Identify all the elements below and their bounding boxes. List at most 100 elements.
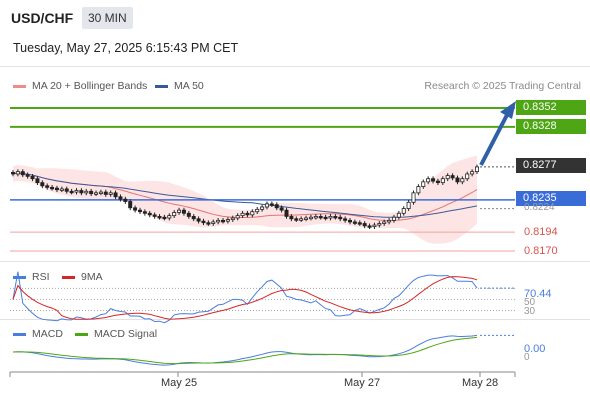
rsi-tick-50: 50 bbox=[524, 297, 536, 308]
candle-body bbox=[79, 190, 84, 194]
candle-body bbox=[206, 222, 211, 225]
candle-body bbox=[94, 192, 99, 195]
candle-body bbox=[152, 214, 157, 217]
candle-body bbox=[396, 212, 401, 218]
candle-body bbox=[74, 190, 79, 193]
candle-body bbox=[40, 182, 45, 187]
candle-body bbox=[142, 211, 147, 214]
legend-ma50: MA 50 bbox=[155, 80, 204, 92]
candle-body bbox=[367, 225, 372, 228]
rsi-swatch bbox=[13, 275, 26, 279]
candle-body bbox=[54, 187, 59, 191]
forecast-arrowhead bbox=[500, 101, 516, 119]
candle-body bbox=[30, 175, 35, 180]
candle-body bbox=[401, 208, 406, 214]
candle-body bbox=[308, 216, 313, 220]
ma-value-label: 0.8224 bbox=[524, 202, 555, 213]
candle-body bbox=[455, 177, 460, 183]
candle-body bbox=[260, 206, 265, 210]
candle-body bbox=[221, 219, 226, 223]
candle-body bbox=[313, 216, 318, 219]
candle-body bbox=[474, 166, 479, 173]
candle-body bbox=[137, 209, 142, 213]
candle-body bbox=[98, 191, 103, 194]
candle-body bbox=[391, 216, 396, 221]
x-tick-may25: May 25 bbox=[161, 377, 198, 389]
candle-body bbox=[103, 191, 108, 195]
candle-body bbox=[264, 203, 269, 208]
candle-body bbox=[445, 175, 450, 180]
candle-body bbox=[118, 196, 123, 200]
candle-body bbox=[84, 190, 89, 194]
candle-body bbox=[250, 211, 255, 216]
legend-ma20-label: MA 20 + Bollinger Bands bbox=[32, 80, 148, 92]
candle-body bbox=[10, 172, 15, 175]
candle-body bbox=[362, 223, 367, 227]
candle-body bbox=[15, 171, 20, 175]
candle-body bbox=[284, 209, 289, 217]
candle-body bbox=[377, 223, 382, 226]
candle-body bbox=[191, 216, 196, 220]
candle-body bbox=[113, 192, 118, 198]
candle-body bbox=[123, 198, 128, 202]
divider bbox=[0, 319, 590, 320]
candle-body bbox=[255, 208, 260, 213]
candle-body bbox=[128, 201, 133, 209]
candle-body bbox=[406, 201, 411, 209]
candle-body bbox=[357, 222, 362, 225]
candle-body bbox=[211, 221, 216, 224]
ma9-swatch bbox=[62, 275, 75, 279]
candle-body bbox=[435, 180, 440, 184]
legend-rsi-label: RSI bbox=[32, 271, 50, 283]
candle-body bbox=[45, 185, 50, 188]
candle-body bbox=[421, 181, 426, 187]
legend-9ma-label: 9MA bbox=[81, 271, 103, 283]
candle-body bbox=[167, 215, 172, 219]
symbol-title: USD/CHF bbox=[11, 10, 74, 26]
macd-swatch bbox=[13, 332, 26, 336]
macd-line bbox=[12, 334, 478, 366]
candle-body bbox=[59, 188, 64, 191]
legend-macd: MACD bbox=[13, 328, 63, 340]
rsi-line bbox=[12, 271, 478, 324]
candle-body bbox=[245, 212, 250, 216]
candle-body bbox=[50, 186, 55, 190]
pivot-tag: 0.8235 bbox=[516, 191, 586, 206]
candle-body bbox=[343, 218, 348, 221]
bollinger-band bbox=[13, 155, 477, 244]
candle-body bbox=[240, 212, 245, 217]
divider bbox=[0, 261, 590, 262]
candle-body bbox=[201, 220, 206, 224]
rsi-9ma-line bbox=[12, 276, 478, 320]
candle-body bbox=[328, 216, 333, 219]
candle-body bbox=[172, 212, 177, 217]
candle-body bbox=[323, 216, 328, 220]
candle-body bbox=[235, 215, 240, 219]
candle-body bbox=[181, 209, 186, 214]
macd-value-label: 0.00 bbox=[524, 343, 546, 355]
candle-body bbox=[387, 219, 392, 223]
candle-body bbox=[89, 190, 94, 195]
candle-body bbox=[64, 188, 69, 192]
legend-signal: MACD Signal bbox=[75, 328, 157, 340]
candle-body bbox=[450, 175, 455, 179]
candle-body bbox=[196, 218, 201, 222]
candle-body bbox=[289, 216, 294, 220]
legend-9ma: 9MA bbox=[62, 271, 103, 283]
level-tag-0.8352: 0.8352 bbox=[516, 100, 586, 115]
support-label-0.8194: 0.8194 bbox=[524, 226, 558, 238]
candle-body bbox=[20, 171, 25, 176]
rsi-tick-30: 30 bbox=[524, 306, 536, 317]
legend-signal-label: MACD Signal bbox=[94, 328, 158, 340]
candle-body bbox=[470, 171, 475, 175]
support-label-0.8170: 0.8170 bbox=[524, 245, 558, 257]
candle-body bbox=[299, 218, 304, 221]
candle-body bbox=[440, 178, 445, 184]
candle-body bbox=[133, 207, 138, 211]
candle-body bbox=[186, 212, 191, 217]
candle-body bbox=[279, 207, 284, 211]
candle-body bbox=[147, 212, 152, 216]
candle-body bbox=[35, 178, 40, 184]
macd-tick-0: 0 bbox=[524, 352, 530, 363]
timeframe-badge[interactable]: 30 MIN bbox=[82, 7, 133, 29]
